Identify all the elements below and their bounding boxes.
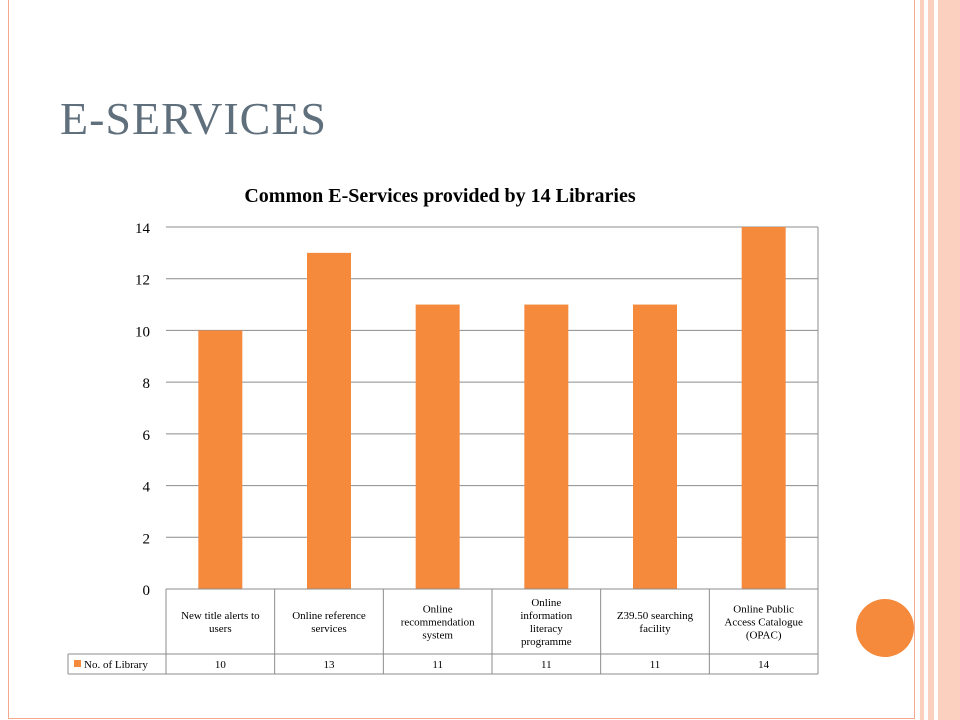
y-tick-label: 6: [143, 428, 151, 444]
category-label: Online Public Access Catalogue (OPAC): [724, 604, 803, 642]
bar: [633, 304, 677, 589]
side-strip: [928, 0, 934, 720]
legend-swatch: [74, 660, 81, 667]
y-tick-label: 14: [135, 221, 151, 237]
data-value: 11: [432, 659, 443, 671]
category-label: New title alerts to users: [181, 610, 260, 635]
category-label: Online information literacy programme: [520, 597, 572, 648]
data-value: 11: [650, 659, 661, 671]
category-label: Online reference services: [292, 610, 366, 635]
data-value: 10: [215, 659, 227, 671]
y-tick-label: 0: [143, 583, 151, 599]
page-title: E-SERVICES: [60, 93, 327, 144]
y-tick-label: 12: [135, 273, 150, 289]
category-label: Online recommendation system: [401, 604, 475, 642]
data-value: 11: [541, 659, 552, 671]
legend-label: No. of Library: [84, 659, 148, 671]
bar: [524, 304, 569, 589]
y-tick-label: 10: [135, 324, 150, 340]
y-tick-label: 4: [143, 480, 151, 496]
decorative-circle: [856, 599, 914, 657]
bar: [415, 304, 460, 589]
side-strip: [920, 0, 924, 720]
y-tick-label: 8: [143, 376, 151, 392]
y-tick-label: 2: [143, 531, 151, 547]
data-value: 14: [758, 659, 770, 671]
bar: [198, 330, 243, 589]
category-label: Z39.50 searching facility: [617, 610, 694, 635]
slide-frame: [8, 0, 915, 719]
side-strip: [938, 0, 960, 720]
data-value: 13: [324, 659, 336, 671]
bar: [307, 252, 351, 589]
bar: [741, 227, 786, 589]
chart-title: Common E-Services provided by 14 Librari…: [244, 185, 636, 207]
